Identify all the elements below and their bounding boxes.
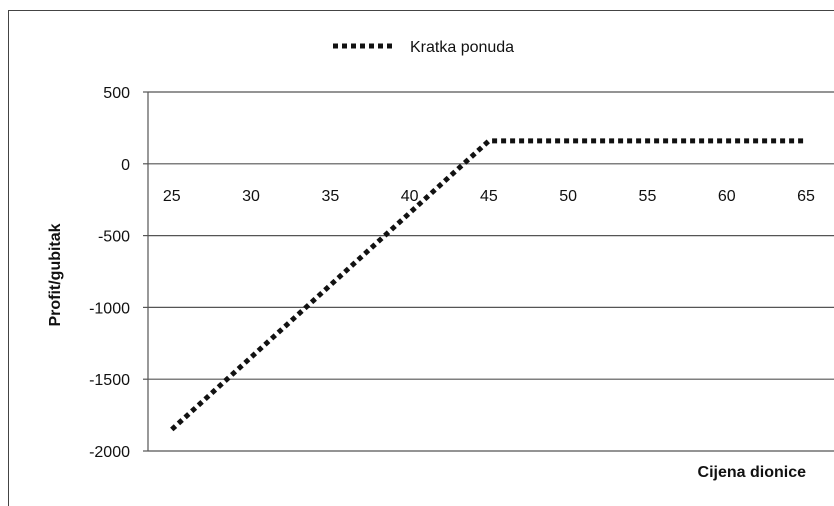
x-tick-labels: 25 30 35 40 45 50 55 60 65 [163,188,815,205]
x-tick-label: 55 [639,188,657,205]
y-axis-label: Profit/gubitak [47,223,64,326]
x-tick-label: 50 [559,188,577,205]
x-tick-label: 40 [401,188,419,205]
x-tick-label: 45 [480,188,498,205]
x-tick-label: 65 [797,188,815,205]
x-tick-label: 60 [718,188,736,205]
y-tick-label: -2000 [89,444,130,461]
x-tick-label: 25 [163,188,181,205]
x-tick-label: 35 [321,188,339,205]
y-tick-label: -500 [98,229,130,246]
x-axis-label: Cijena dionice [698,464,807,481]
y-tick-label: 0 [121,157,130,174]
y-tick-label: -1000 [89,300,130,317]
y-tick-label: -1500 [89,372,130,389]
x-tick-label: 30 [242,188,260,205]
y-tick-labels: 500 0 -500 -1000 -1500 -2000 [89,85,130,461]
series-line-kratka-ponuda [172,141,806,430]
y-tick-label: 500 [103,85,130,102]
legend-label-kratka-ponuda: Kratka ponuda [410,39,514,56]
gridlines [143,92,834,451]
legend: Kratka ponuda [333,39,514,56]
series-group [172,141,806,430]
